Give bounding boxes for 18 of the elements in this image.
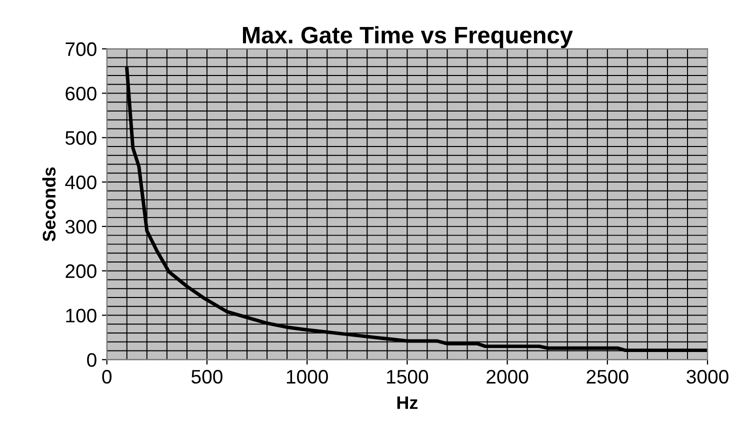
x-tick-label: 0 — [102, 370, 112, 384]
y-tick-label: 0 — [87, 353, 96, 367]
y-tick-label: 200 — [66, 264, 96, 278]
x-axis-title: Hz — [397, 396, 418, 409]
x-tick-label: 500 — [192, 370, 222, 384]
y-tick-label: 700 — [66, 42, 96, 56]
x-tick-label: 2000 — [486, 370, 528, 384]
y-axis-title: Seconds — [42, 167, 56, 242]
x-tick-label: 2500 — [586, 370, 628, 384]
x-tick-label: 1000 — [286, 370, 328, 384]
y-tick-label: 400 — [65, 176, 96, 190]
chart-title: Max. Gate Time vs Frequency — [242, 26, 573, 48]
y-tick-label: 500 — [65, 131, 96, 145]
y-tick-label: 300 — [65, 220, 96, 234]
y-tick-label: 100 — [66, 308, 96, 322]
y-tick-label: 600 — [66, 86, 96, 100]
x-tick-label: 3000 — [686, 370, 728, 384]
x-tick-label: 1500 — [387, 370, 428, 384]
